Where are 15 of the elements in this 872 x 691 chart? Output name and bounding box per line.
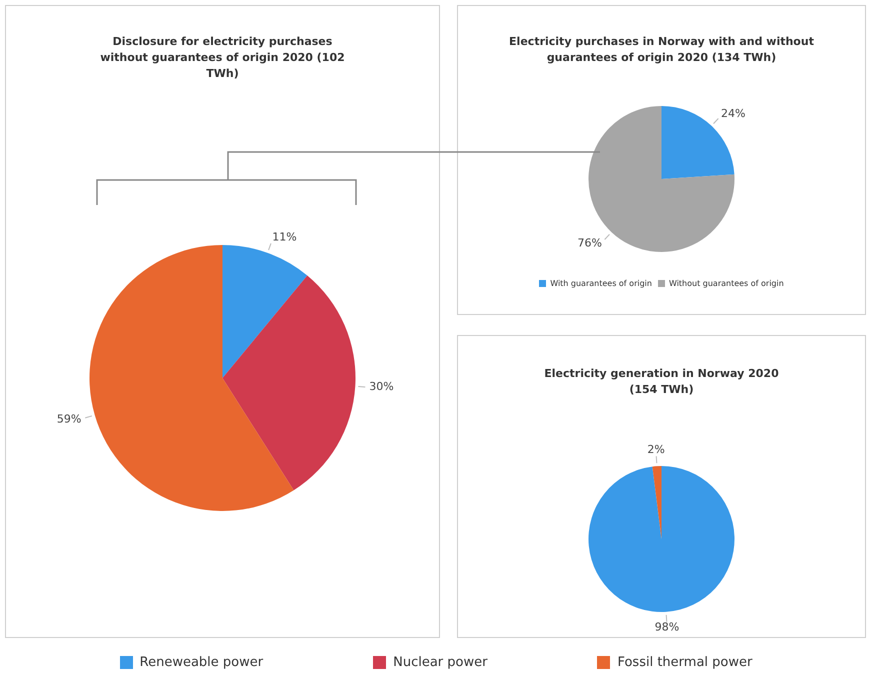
data-label: 24% (721, 106, 746, 120)
data-label: 2% (647, 443, 665, 456)
data-label: 98% (654, 620, 680, 634)
data-label: 11% (272, 230, 297, 244)
data-label: 30% (369, 380, 394, 394)
legend-label: With guarantees of origin (549, 279, 652, 288)
legend-label: Without guarantees of origin (668, 279, 784, 288)
chart-title: Disclosure for electricity purchases without guarantees of origin 2020 (102 TWh) (99, 34, 346, 82)
legend-label: Nuclear power (392, 655, 488, 670)
data-label: 76% (577, 236, 602, 250)
chart-title: Electricity generation in Norway 2020 (154 TWh) (543, 366, 780, 398)
legend-label: Reneweable power (138, 655, 264, 670)
legend-label: Fossil thermal power (616, 655, 752, 670)
data-label: 59% (56, 412, 82, 426)
chart-title: Electricity purchases in Norway with and without guarantees of origin 2020 (134 TWh) (508, 34, 815, 66)
